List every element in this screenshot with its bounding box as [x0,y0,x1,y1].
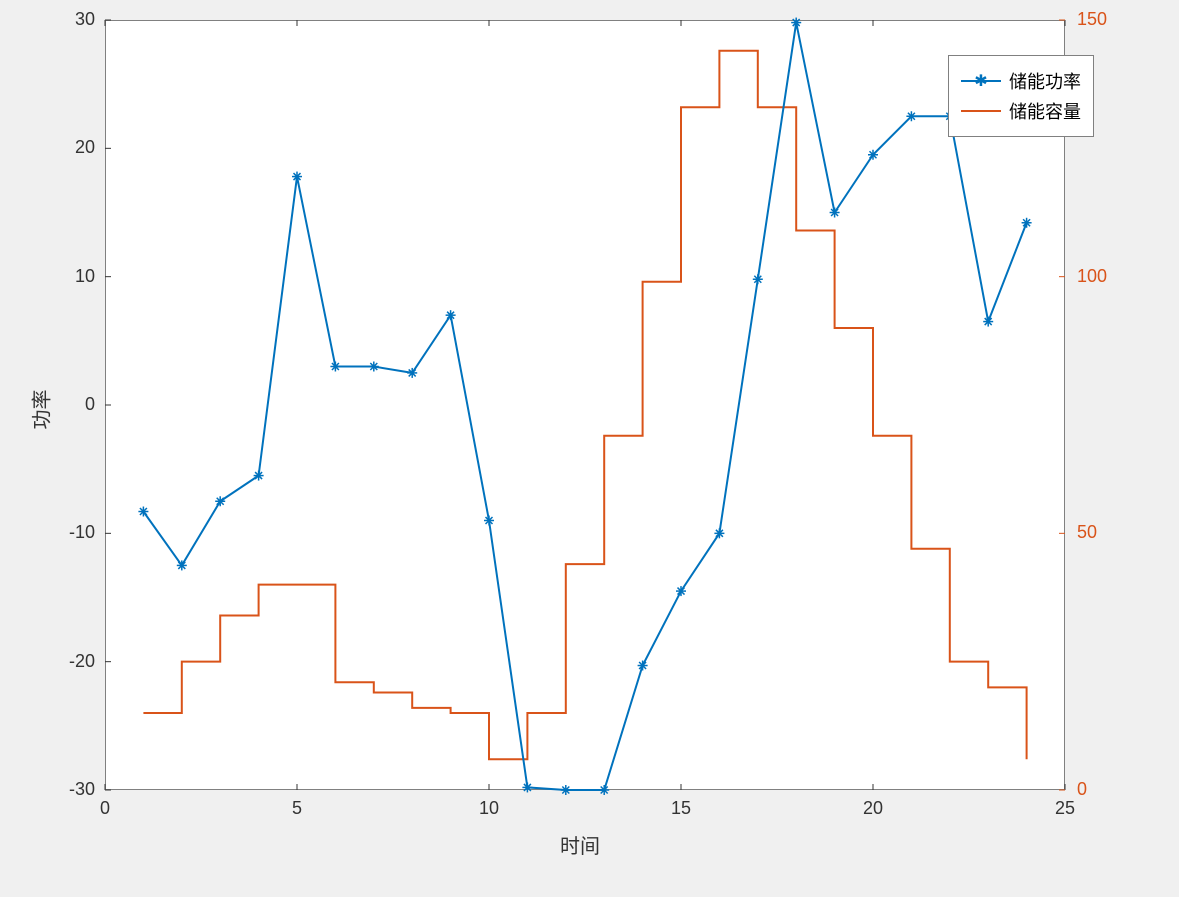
y2-tick-label: 0 [1077,779,1087,800]
legend-label-series2: 储能容量 [1009,98,1081,124]
y1-tick-label: -10 [69,522,95,543]
y1-tick-label: 30 [75,9,95,30]
legend-label-series1: 储能功率 [1009,68,1081,94]
legend-line-series2 [961,110,1001,112]
x-tick-label: 25 [1050,798,1080,819]
x-tick-label: 0 [90,798,120,819]
asterisk-icon: ✱ [974,71,987,91]
y1-tick-label: 0 [85,394,95,415]
x-tick-label: 15 [666,798,696,819]
x-tick-label: 10 [474,798,504,819]
y2-tick-label: 50 [1077,522,1097,543]
x-tick-label: 5 [282,798,312,819]
legend-item-series1: ✱ 储能功率 [961,68,1081,94]
x-tick-label: 20 [858,798,888,819]
y1-tick-label: -20 [69,651,95,672]
legend-item-series2: 储能容量 [961,98,1081,124]
y1-tick-label: -30 [69,779,95,800]
y2-tick-label: 100 [1077,266,1107,287]
y2-tick-label: 150 [1077,9,1107,30]
y1-tick-label: 20 [75,137,95,158]
x-axis-label: 时间 [560,830,600,859]
y1-axis-label: 功率 [26,390,55,430]
legend-line-series1: ✱ [961,80,1001,82]
y1-tick-label: 10 [75,266,95,287]
legend: ✱ 储能功率 储能容量 [948,55,1094,137]
